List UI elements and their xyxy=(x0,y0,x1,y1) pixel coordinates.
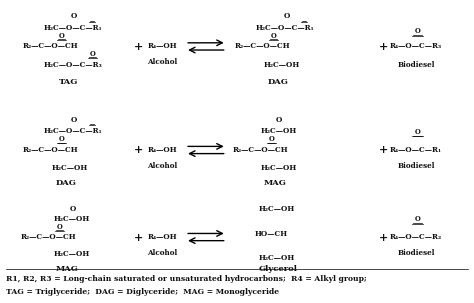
Text: O: O xyxy=(70,205,76,212)
Text: O: O xyxy=(90,50,95,58)
Text: Alcohol: Alcohol xyxy=(147,249,178,257)
Text: R₂—C—O—CH: R₂—C—O—CH xyxy=(233,146,288,154)
Text: R1, R2, R3 = Long-chain saturated or unsaturated hydrocarbons;  R4 = Alkyl group: R1, R2, R3 = Long-chain saturated or uns… xyxy=(6,275,367,283)
Text: TAG = Triglyceride;  DAG = Diglyceride;  MAG = Monoglyceride: TAG = Triglyceride; DAG = Diglyceride; M… xyxy=(6,288,279,296)
Text: H₂C—OH: H₂C—OH xyxy=(260,127,297,135)
Text: +: + xyxy=(133,145,143,155)
Text: H₂C—O—C—R₁: H₂C—O—C—R₁ xyxy=(44,127,103,135)
Text: O: O xyxy=(269,135,274,144)
Text: DAG: DAG xyxy=(267,78,289,86)
Text: H₂C—OH: H₂C—OH xyxy=(259,254,295,262)
Text: Biodiesel: Biodiesel xyxy=(397,249,435,257)
Text: Glycerol: Glycerol xyxy=(258,265,298,273)
Text: +: + xyxy=(378,231,388,243)
Text: DAG: DAG xyxy=(55,179,76,187)
Text: Alcohol: Alcohol xyxy=(147,58,178,66)
Text: HO—CH: HO—CH xyxy=(255,230,288,238)
Text: +: + xyxy=(133,231,143,243)
Text: +: + xyxy=(378,41,388,52)
Text: O: O xyxy=(59,32,64,40)
Text: H₂C—OH: H₂C—OH xyxy=(260,164,297,172)
Text: MAG: MAG xyxy=(56,265,79,273)
Text: Biodiesel: Biodiesel xyxy=(397,61,435,69)
Text: H₂C—OH: H₂C—OH xyxy=(52,164,88,172)
Text: O: O xyxy=(59,135,64,144)
Text: R₄—OH: R₄—OH xyxy=(148,42,177,50)
Text: H₂C—OH: H₂C—OH xyxy=(264,61,300,69)
Text: O: O xyxy=(415,215,420,223)
Text: +: + xyxy=(378,145,388,155)
Text: R₂—C—O—CH: R₂—C—O—CH xyxy=(23,146,79,154)
Text: O: O xyxy=(415,27,420,35)
Text: H₂C—O—C—R₃: H₂C—O—C—R₃ xyxy=(44,61,103,69)
Text: H₂C—OH: H₂C—OH xyxy=(259,205,295,212)
Text: O: O xyxy=(71,116,78,124)
Text: O: O xyxy=(283,12,290,20)
Text: R₄—O—C—R₂: R₄—O—C—R₂ xyxy=(390,233,442,241)
Text: H₂C—OH: H₂C—OH xyxy=(54,215,90,223)
Text: H₂C—O—C—R₁: H₂C—O—C—R₁ xyxy=(256,24,315,32)
Text: Alcohol: Alcohol xyxy=(147,162,178,170)
Text: H₂C—O—C—R₁: H₂C—O—C—R₁ xyxy=(44,24,103,32)
Text: O: O xyxy=(415,128,420,136)
Text: R₂—C—O—CH: R₂—C—O—CH xyxy=(235,42,291,50)
Text: R₄—OH: R₄—OH xyxy=(148,146,177,154)
Text: R₂—C—O—CH: R₂—C—O—CH xyxy=(23,42,79,50)
Text: O: O xyxy=(271,32,277,40)
Text: R₄—O—C—R₃: R₄—O—C—R₃ xyxy=(390,42,442,50)
Text: O: O xyxy=(71,12,78,20)
Text: MAG: MAG xyxy=(263,179,286,187)
Text: O: O xyxy=(56,223,62,231)
Text: Biodiesel: Biodiesel xyxy=(397,162,435,170)
Text: R₄—OH: R₄—OH xyxy=(148,233,177,241)
Text: +: + xyxy=(133,41,143,52)
Text: R₄—O—C—R₁: R₄—O—C—R₁ xyxy=(390,146,442,154)
Text: O: O xyxy=(276,116,283,124)
Text: H₂C—OH: H₂C—OH xyxy=(54,251,90,258)
Text: R₂—C—O—CH: R₂—C—O—CH xyxy=(21,233,76,241)
Text: TAG: TAG xyxy=(59,78,79,86)
